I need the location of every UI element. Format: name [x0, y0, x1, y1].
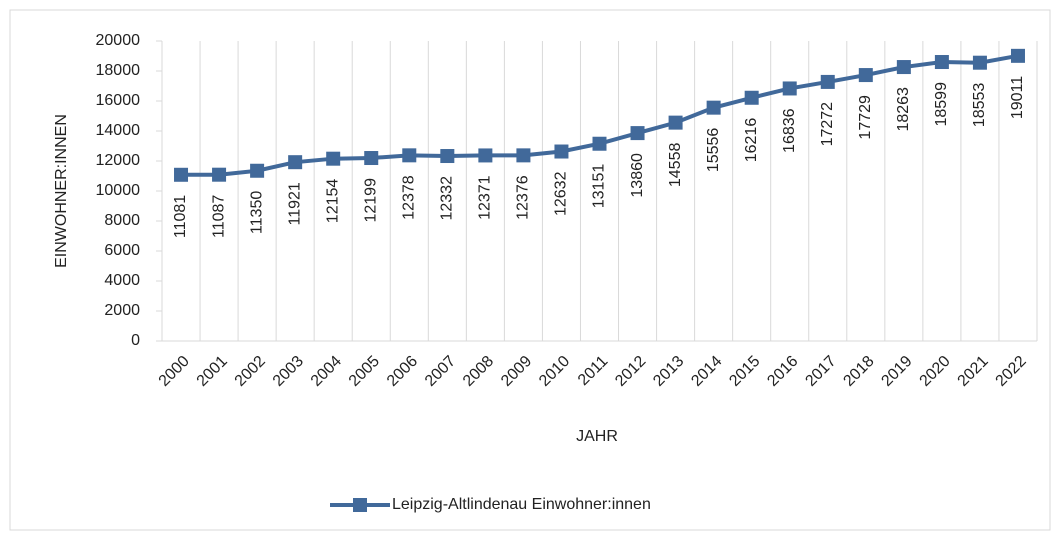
data-label: 18553	[971, 83, 988, 128]
data-label: 13151	[591, 164, 608, 209]
data-label: 17729	[857, 95, 874, 140]
data-label: 11350	[248, 191, 265, 234]
marker	[820, 74, 835, 89]
data-label: 16836	[781, 108, 798, 153]
legend-label: Leipzig-Altlindenau Einwohner:innen	[392, 496, 651, 513]
marker	[896, 60, 911, 75]
data-label: 11081	[172, 195, 189, 238]
data-label: 16216	[743, 118, 760, 163]
data-label: 12378	[401, 175, 418, 220]
y-tick-label: 16000	[96, 92, 141, 109]
marker	[402, 148, 417, 163]
data-label: 12376	[515, 175, 532, 220]
marker	[706, 100, 721, 115]
x-axis-title: JAHR	[576, 428, 618, 445]
marker	[288, 155, 303, 170]
data-label: 12154	[324, 179, 341, 224]
y-tick-label: 6000	[104, 242, 140, 259]
y-tick-label: 14000	[96, 122, 141, 139]
marker	[592, 136, 607, 151]
marker	[554, 144, 569, 159]
y-tick-label: 12000	[96, 152, 141, 169]
data-label: 15556	[705, 128, 722, 173]
data-label: 12371	[477, 175, 494, 220]
marker	[478, 148, 493, 163]
y-tick-label: 4000	[104, 272, 140, 289]
y-tick-label: 8000	[104, 212, 140, 229]
marker	[858, 68, 873, 83]
data-label: 11921	[286, 182, 303, 225]
marker	[364, 151, 379, 166]
y-tick-label: 18000	[96, 62, 141, 79]
data-label: 12632	[553, 171, 570, 216]
marker	[972, 55, 987, 70]
legend-marker	[353, 498, 367, 512]
marker	[782, 81, 797, 96]
data-label: 11087	[210, 195, 227, 238]
marker	[668, 115, 683, 130]
marker	[630, 126, 645, 141]
marker	[1010, 48, 1025, 63]
y-tick-label: 2000	[104, 302, 140, 319]
data-label: 17272	[819, 102, 836, 147]
data-label: 13860	[629, 153, 646, 198]
data-label: 12332	[439, 176, 456, 221]
data-label: 18263	[895, 87, 912, 132]
marker	[250, 163, 265, 178]
marker	[516, 148, 531, 163]
marker	[212, 167, 227, 182]
marker	[744, 90, 759, 105]
marker	[174, 167, 189, 182]
data-label: 18599	[933, 82, 950, 127]
chart-border	[9, 9, 1051, 531]
marker	[326, 151, 341, 166]
marker	[440, 149, 455, 164]
y-axis-title: EINWOHNER:INNEN	[53, 114, 70, 268]
y-tick-label: 0	[131, 332, 140, 349]
y-tick-label: 10000	[96, 182, 141, 199]
data-label: 19011	[1009, 76, 1026, 119]
data-label: 14558	[667, 143, 684, 188]
data-label: 12199	[362, 178, 379, 223]
marker	[934, 55, 949, 70]
y-tick-label: 20000	[96, 32, 141, 49]
